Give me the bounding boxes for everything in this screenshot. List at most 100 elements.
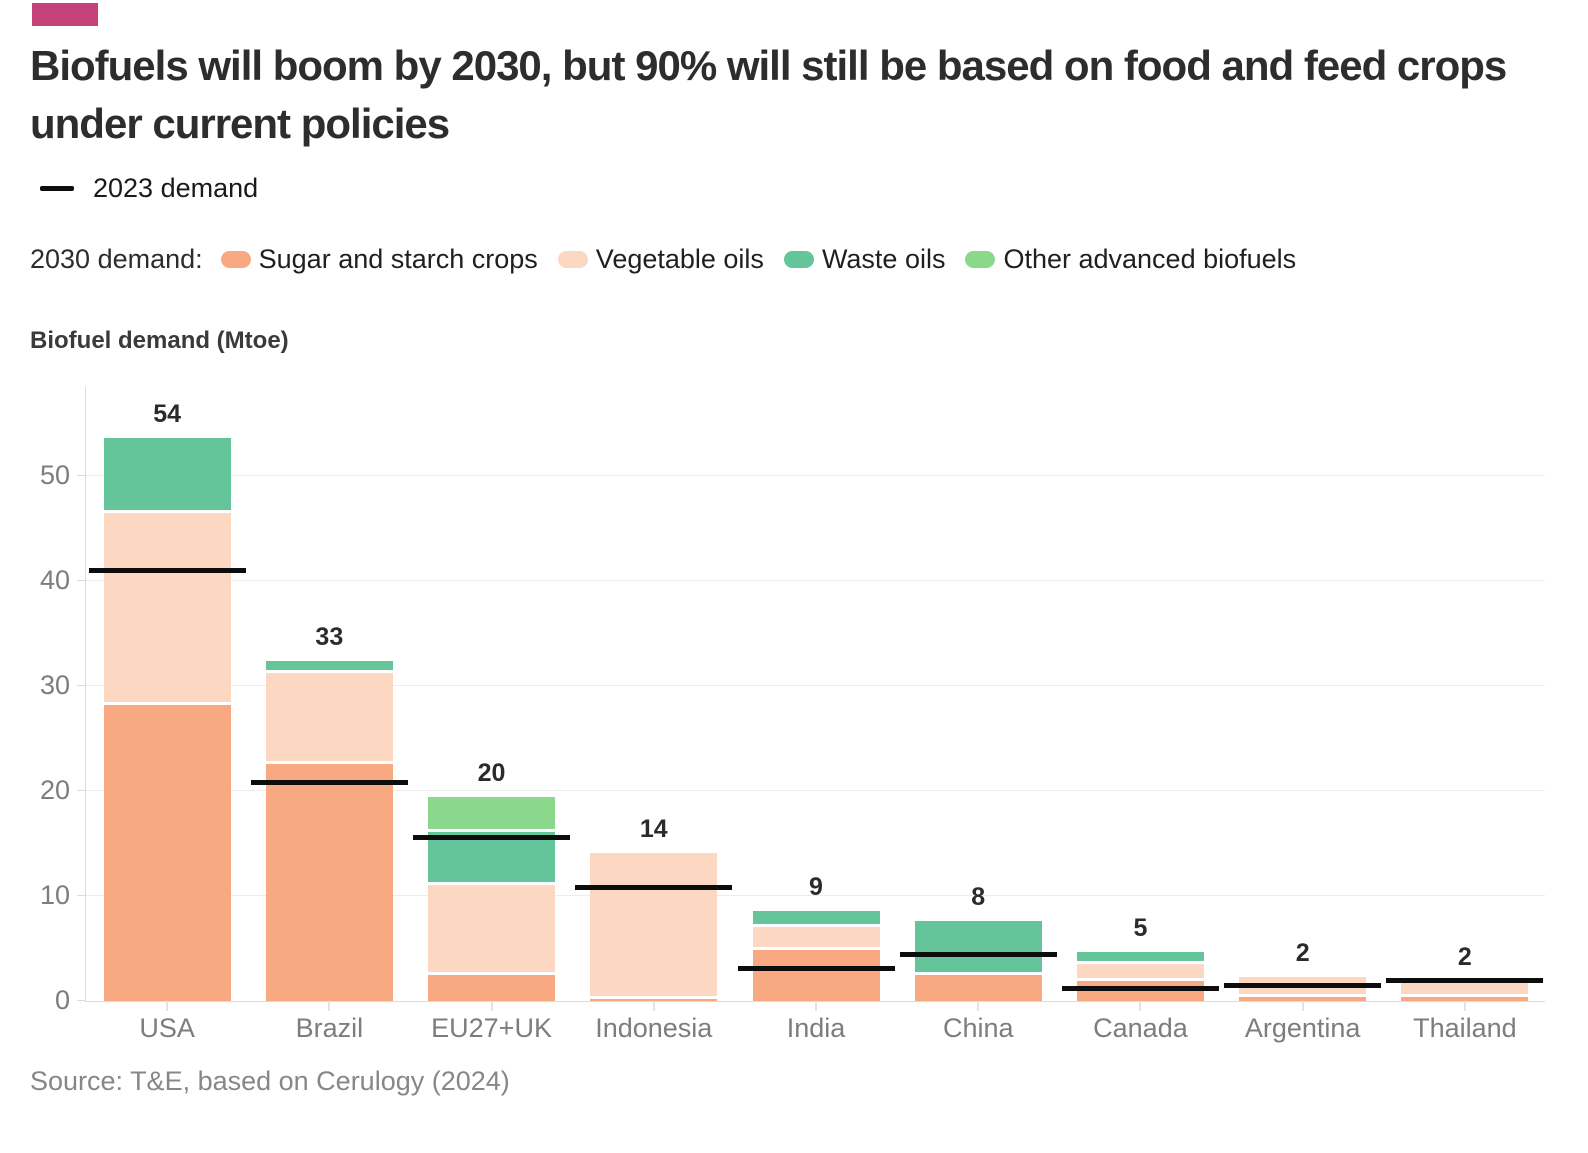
y-tick-label: 40 [39,564,70,595]
2023-demand-line [250,780,408,786]
y-tick [77,789,86,791]
segment-separator [103,702,231,706]
x-tick [652,1000,655,1011]
x-tick [1301,1000,1304,1011]
segment-separator [428,972,556,976]
bar-segment-sugar-and-starch-crops [428,973,556,1001]
source-note: Source: T&E, based on Cerulogy (2024) [30,1065,510,1096]
bar-segment-vegetable-oils [1076,962,1204,980]
y-tick [77,999,86,1001]
legend-label: Waste oils [821,243,946,274]
bar-segment-sugar-and-starch-crops [1239,995,1367,1001]
x-tick [166,1000,169,1011]
legend-swatch [783,250,814,268]
bar-segment-vegetable-oils [752,925,880,949]
bar-segment-waste-oils [752,910,880,926]
bar-segment-vegetable-oils [590,852,718,998]
bar-segment-vegetable-oils [103,511,231,704]
2023-demand-line [575,885,733,891]
gridline [86,684,1545,686]
legend-label: Sugar and starch crops [258,243,538,274]
bar-total-label: 14 [639,814,668,843]
bar-segment-vegetable-oils [1401,980,1529,996]
bar-segment-other-advanced-biofuels [428,797,556,831]
bar-total-label: 9 [809,872,823,901]
legend-2030-prefix: 2030 demand: [30,243,203,274]
2023-demand-line [1061,985,1219,991]
segment-separator [752,923,880,927]
category-label-china: China [942,1012,1014,1043]
legend-item-vegetable-oils: Vegetable oils [557,243,764,275]
bar-segment-waste-oils [914,921,1042,974]
bar-total-label: 5 [1133,913,1148,942]
2023-demand-line [413,834,571,840]
category-label-canada: Canada [1093,1012,1188,1043]
legend-label: Vegetable oils [595,243,764,274]
segment-separator [1076,960,1204,964]
segment-separator [914,972,1042,976]
y-tick [77,894,86,896]
bar-segment-sugar-and-starch-crops [103,703,231,1001]
gridline [86,789,1545,791]
segment-separator [590,996,718,1000]
y-axis-title: Biofuel demand (Mtoe) [30,326,289,354]
legend-2023-demand: 2023 demand [30,173,1558,204]
bar-total-label: 8 [971,883,986,912]
2023-demand-line [737,965,895,971]
legend-item-waste-oils: Waste oils [783,243,946,275]
segment-separator [428,829,556,833]
bar-segment-waste-oils [103,438,231,512]
2023-demand-line-swatch [40,185,74,191]
legend-item-sugar-and-starch-crops: Sugar and starch crops [220,243,538,275]
bar-segment-sugar-and-starch-crops [265,762,393,1001]
segment-separator [265,761,393,765]
x-tick [490,1000,493,1011]
segment-separator [1239,994,1367,998]
chart-title: Biofuels will boom by 2030, but 90% will… [30,42,1507,147]
x-tick [1463,1000,1466,1011]
x-tick [1139,1000,1142,1011]
bar-segment-sugar-and-starch-crops [590,997,718,1001]
bar-segment-sugar-and-starch-crops [1401,995,1529,1001]
legend-2030-demand: 2030 demand: Sugar and starch crops Veget… [30,244,1558,275]
legend-2023-label: 2023 demand [93,172,259,203]
gridline [86,474,1545,476]
category-label-argentina: Argentina [1244,1012,1361,1043]
segment-separator [103,510,231,514]
bar-total-label: 54 [153,400,182,429]
legend-2030-items: Sugar and starch crops Vegetable oils Wast… [220,243,1317,275]
segment-separator [265,669,393,673]
2023-demand-line [1224,982,1382,988]
y-tick-label: 20 [39,774,70,805]
bar-total-label: 2 [1295,938,1310,967]
x-tick [815,1000,817,1011]
y-tick-label: 0 [54,984,70,1015]
category-label-thailand: Thailand [1413,1012,1517,1043]
category-label-indonesia: Indonesia [595,1012,713,1043]
y-tick-label: 30 [39,669,70,700]
segment-separator [1076,978,1204,982]
plot-area: 0 10 20 30 40 50 54 USA 33 Brazil 20 EU27+UK 14 Indon… [40,386,1545,1043]
y-tick-label: 10 [39,879,70,910]
bar-segment-waste-oils [1076,951,1204,963]
bar-total-label: 2 [1457,942,1472,971]
bar-segment-vegetable-oils [265,671,393,763]
gridline [86,579,1545,581]
bar-segment-sugar-and-starch-crops [914,973,1042,1001]
bar-segment-vegetable-oils [428,883,556,974]
2023-demand-line [88,567,246,573]
category-label-eu27-uk: EU27+UK [431,1012,552,1043]
legend-item-other-advanced-biofuels: Other advanced biofuels [965,244,1296,275]
legend-swatch [965,250,996,268]
bar-chart: 0 10 20 30 40 50 54 USA 33 Brazil 20 EU27+UK 14 Indon… [40,386,1558,1043]
bar-segment-waste-oils [265,660,393,672]
bar-total-label: 20 [477,759,506,788]
category-label-brazil: Brazil [295,1012,364,1043]
bar-total-label: 33 [315,622,344,651]
gridline [86,894,1545,896]
page: Biofuels will boom by 2030, but 90% will… [0,3,1588,1153]
y-tick [77,684,86,686]
y-tick [77,579,86,581]
2023-demand-line [1386,978,1544,984]
legend-swatch [220,250,251,268]
